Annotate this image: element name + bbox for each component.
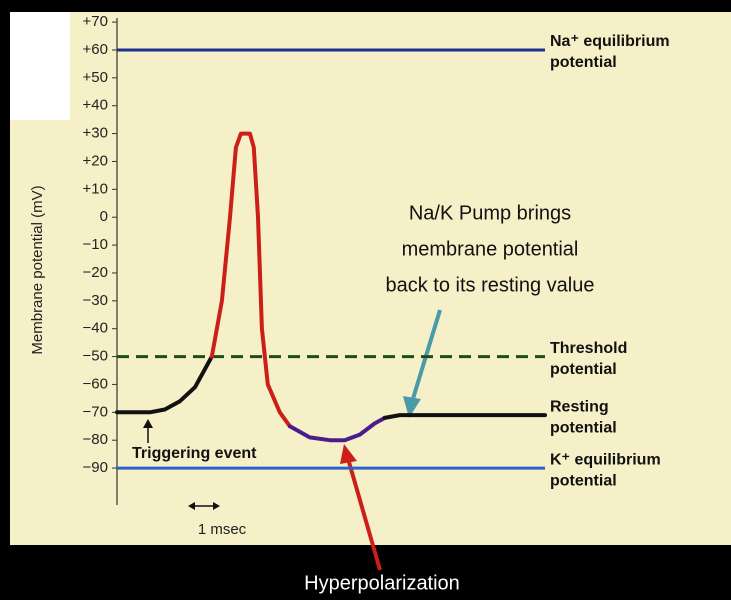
y-tick-label: +50 bbox=[83, 69, 108, 86]
y-tick-label: −30 bbox=[83, 292, 108, 309]
trigger-arrowhead bbox=[143, 419, 153, 428]
reference-label: potential bbox=[550, 54, 617, 71]
y-tick-label: −10 bbox=[83, 236, 108, 253]
hyper-arrow bbox=[347, 461, 382, 571]
y-tick-label: −90 bbox=[83, 459, 108, 476]
scale-label: 1 msec bbox=[198, 521, 247, 538]
y-tick-label: +30 bbox=[83, 125, 108, 142]
white-patch bbox=[10, 12, 70, 120]
panel bbox=[10, 12, 731, 545]
y-tick-label: −40 bbox=[83, 320, 108, 337]
y-tick-label: +70 bbox=[83, 13, 108, 30]
reference-label: potential bbox=[550, 419, 617, 436]
trigger-label: Triggering event bbox=[132, 445, 257, 462]
reference-label: K⁺ equilibrium bbox=[550, 451, 661, 468]
y-tick-label: −50 bbox=[83, 348, 108, 365]
y-tick-label: −70 bbox=[83, 403, 108, 420]
reference-label: Resting bbox=[550, 398, 609, 415]
reference-label: potential bbox=[550, 361, 617, 378]
trace bbox=[115, 354, 214, 415]
y-axis-label: Membrane potential (mV) bbox=[29, 185, 46, 354]
y-tick-label: +40 bbox=[83, 97, 108, 114]
y-tick-label: +60 bbox=[83, 41, 108, 58]
pump-note: Na/K Pump brings bbox=[409, 202, 571, 224]
y-tick-label: 0 bbox=[100, 208, 108, 225]
reference-label: potential bbox=[550, 472, 617, 489]
hyper-arrowhead bbox=[340, 444, 357, 464]
y-tick-label: −60 bbox=[83, 375, 108, 392]
trace bbox=[209, 131, 292, 429]
scale-arrowheads bbox=[188, 502, 220, 510]
reference-label: Threshold bbox=[550, 340, 627, 357]
reference-label: Na⁺ equilibrium bbox=[550, 33, 670, 50]
pump-note: back to its resting value bbox=[386, 274, 595, 296]
y-tick-label: +20 bbox=[83, 152, 108, 169]
hyper-label: Hyperpolarization bbox=[304, 572, 460, 594]
y-tick-label: −80 bbox=[83, 431, 108, 448]
pump-arrowhead bbox=[403, 396, 421, 418]
trace bbox=[287, 415, 387, 443]
y-tick-label: +10 bbox=[83, 180, 108, 197]
y-tick-label: −20 bbox=[83, 264, 108, 281]
trace bbox=[382, 413, 547, 420]
pump-note: membrane potential bbox=[402, 238, 579, 260]
